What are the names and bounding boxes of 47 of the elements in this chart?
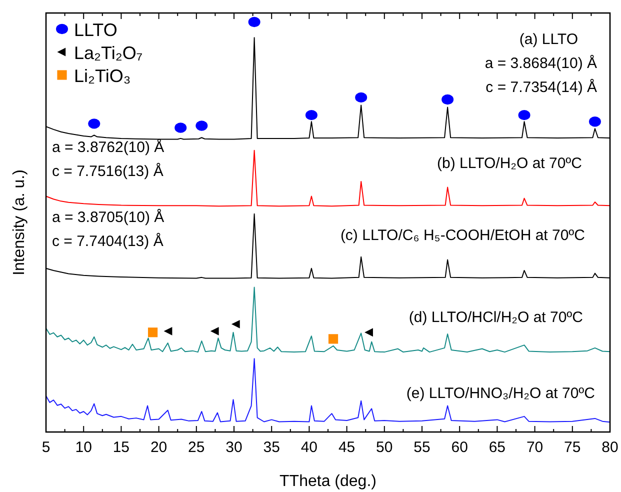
point (148, 328, 158, 338)
annotation: (c) LLTO/C₆ H₅-COOH/EtOH at 70ºC (340, 227, 586, 244)
x-tick-label: 20 (150, 439, 168, 456)
x-tick-label: 70 (526, 439, 544, 456)
point (174, 122, 187, 133)
legend-label: Li₂TiO₃ (74, 66, 131, 86)
x-tick-label: 45 (338, 439, 356, 456)
x-axis-title: TTheta (deg.) (280, 473, 376, 490)
point (518, 110, 530, 120)
x-tick-label: 25 (188, 439, 205, 456)
annotation: a = 3.8684(10) Å (484, 54, 597, 72)
point (442, 94, 454, 105)
point (88, 118, 100, 129)
annotation: a = 3.8762(10) Å (52, 138, 164, 156)
point (196, 120, 208, 131)
x-tick-label: 15 (112, 439, 130, 456)
x-tick-label: 5 (42, 439, 50, 456)
point (248, 16, 260, 28)
x-tick-label: 75 (564, 439, 581, 456)
annotation: c = 7.7404(13) Å (52, 232, 164, 250)
legend-label: La₂Ti₂O₇ (74, 43, 143, 63)
annotation: (d) LLTO/HCl/H₂O at 70ºC (408, 309, 584, 326)
legend-label: LLTO (74, 20, 118, 40)
point (588, 116, 601, 127)
annotation: (e) LLTO/HNO₃/H₂O at 70ºC (406, 385, 596, 402)
point (164, 326, 172, 336)
x-tick-label: 55 (414, 439, 430, 456)
annotation: (a) LLTO (519, 31, 578, 48)
point (210, 326, 219, 336)
x-tick-label: 30 (226, 439, 242, 456)
annotation: c = 7.7354(14) Å (486, 78, 597, 96)
point (355, 92, 368, 103)
point (305, 110, 318, 120)
point (364, 328, 373, 337)
x-tick-label: 40 (300, 439, 318, 456)
point (328, 334, 338, 344)
x-tick-label: 10 (75, 439, 92, 456)
annotation: (b) LLTO/H₂O at 70ºC (437, 155, 582, 172)
x-tick-label: 60 (451, 439, 468, 456)
x-tick-label: 35 (263, 439, 280, 456)
y-axis-title: Intensity (a. u.) (11, 170, 28, 276)
x-tick-label: 65 (488, 439, 506, 456)
point (231, 320, 240, 328)
x-tick-label: 50 (376, 439, 393, 456)
x-tick-label: 80 (602, 439, 618, 456)
annotation: c = 7.7516(13) Å (52, 162, 164, 180)
annotation: a = 3.8705(10) Å (52, 208, 164, 226)
